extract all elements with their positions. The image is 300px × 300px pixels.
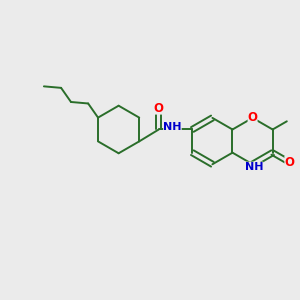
Text: O: O: [248, 111, 258, 124]
Text: O: O: [154, 102, 164, 115]
Text: NH: NH: [163, 122, 182, 132]
Text: O: O: [284, 156, 294, 169]
Text: NH: NH: [245, 162, 263, 172]
